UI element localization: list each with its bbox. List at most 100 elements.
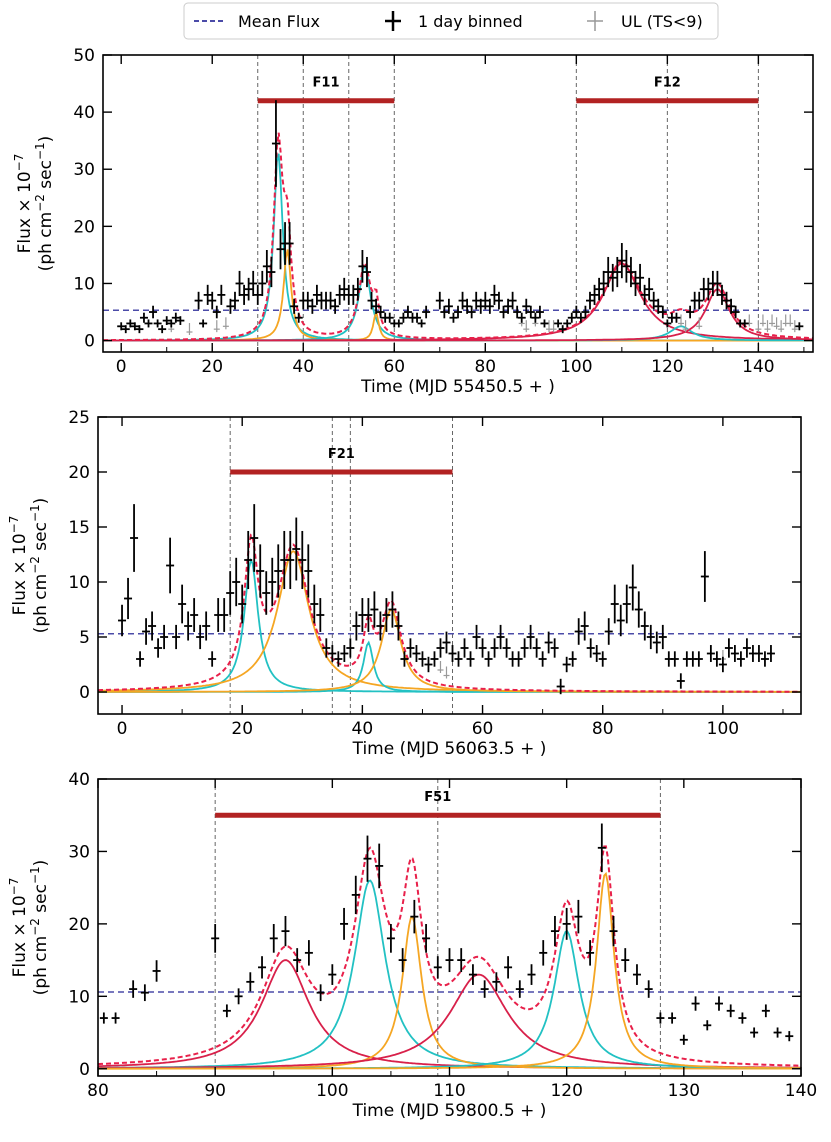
data-point [230,291,239,310]
data-point [349,284,358,305]
data-point [568,651,577,667]
data-point [513,305,522,319]
data-point [646,624,655,650]
data-point [550,638,559,658]
data-point [463,298,472,314]
data-point [598,651,607,667]
data-point [631,270,640,297]
y-tick-label: 15 [68,518,90,538]
data-point [514,651,523,667]
data-point [604,256,613,288]
component-curve [98,608,801,693]
data-point [712,651,721,667]
legend-frame [183,2,719,40]
data-point [234,988,243,1005]
upper-limit-point [791,320,798,333]
y-tick-label: 0 [79,1060,90,1080]
data-point [738,1012,747,1024]
data-point [353,277,362,301]
data-point [322,638,331,658]
data-point [400,651,409,667]
data-point [590,284,599,305]
data-point [622,249,631,283]
data-point [649,291,658,310]
data-point [118,604,127,637]
x-tick-label: 0 [116,357,127,377]
data-point [240,284,249,305]
x-tick-label: 0 [117,719,128,739]
data-point [676,673,685,689]
y-tick-label: 20 [73,217,95,237]
data-point [340,907,349,940]
upper-limit-point [443,666,450,679]
data-point [522,298,531,314]
x-tick-label: 120 [550,1081,582,1101]
data-point [364,598,373,632]
data-point [558,325,567,334]
data-point [460,638,469,658]
data-point [226,571,235,615]
upper-limit-point [678,314,685,327]
x-axis-label: Time (MJD 56063.5 + ) [352,739,547,759]
data-point [351,875,360,915]
x-tick-label: 60 [472,719,494,739]
legend-ul-label: UL (TS<9) [621,12,703,31]
data-point [370,591,379,628]
data-point [276,229,285,270]
x-tick-label: 20 [231,719,253,739]
data-point [328,645,337,662]
y-tick-label: 10 [73,274,95,294]
data-point [172,624,181,650]
data-point [722,291,731,310]
data-point [418,651,427,667]
data-point [613,256,622,288]
x-tick-label: 120 [651,357,683,377]
data-point [196,624,205,650]
data-point [574,618,583,645]
y-axis-label-line2: (ph cm−2 sec−1) [33,136,56,272]
data-point [563,319,572,328]
data-point [435,291,444,310]
x-axis-label: Time (MJD 55450.5 + ) [360,377,555,397]
data-point [668,1012,677,1024]
data-point [616,604,625,637]
data-point [166,537,175,594]
data-point [386,924,395,953]
data-point [144,319,153,328]
data-point [152,960,161,982]
data-point [454,651,463,667]
data-point [412,645,421,662]
data-point [293,948,302,973]
data-point [271,100,280,187]
data-point [422,924,431,953]
x-tick-label: 100 [560,357,592,377]
data-point [445,948,454,973]
data-point [576,312,585,323]
data-point [316,984,325,1002]
data-point [586,638,595,658]
data-point [652,631,661,654]
data-point [540,319,549,328]
data-point [406,638,415,658]
data-point [410,899,419,934]
upper-limit-point [550,320,557,333]
data-point [424,656,433,673]
x-tick-label: 140 [742,357,774,377]
data-point [232,557,241,607]
upper-limit-point [546,320,553,333]
data-point [704,277,713,301]
x-axis-label: Time (MJD 59800.5 + ) [352,1101,547,1121]
data-point [617,243,626,279]
data-point [580,611,589,641]
data-point [626,256,635,288]
data-point [672,312,681,323]
data-point [385,312,394,323]
data-point [203,284,212,305]
plot-frame [97,778,802,1077]
data-point [433,956,442,979]
data-point [139,312,148,323]
data-point [554,319,563,328]
upper-limit-point [186,323,193,336]
data-point [262,249,271,283]
